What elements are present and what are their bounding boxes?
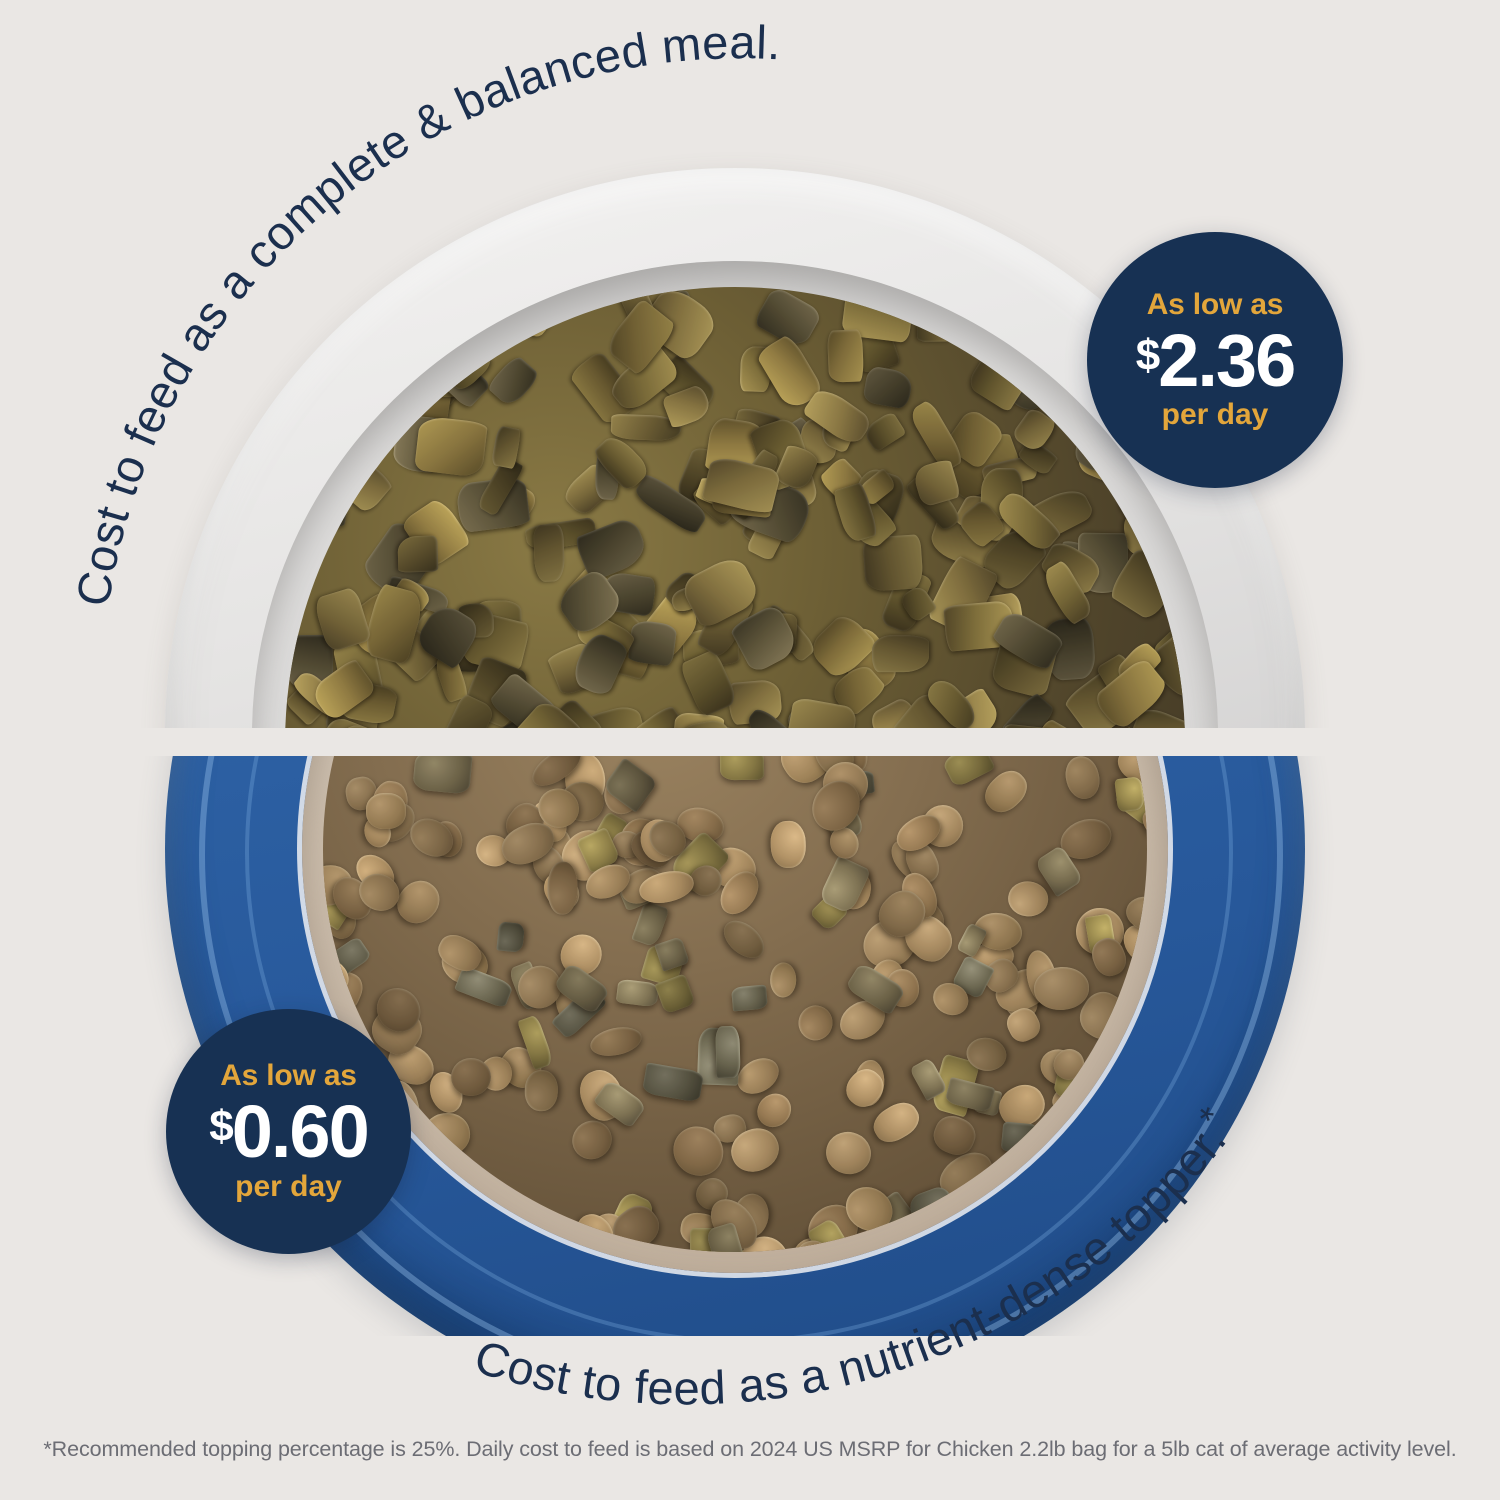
topper-piece: [1000, 1121, 1038, 1154]
kibble-piece: [821, 1127, 875, 1180]
kibble-piece: [420, 1109, 473, 1159]
blue-bowl-interior: [301, 756, 1169, 1273]
topper-piece: [1114, 775, 1145, 813]
topper-piece: [496, 921, 525, 953]
kibble-piece: [770, 962, 798, 999]
topper-piece: [642, 1061, 705, 1103]
food-chunk: [414, 414, 488, 478]
topper-piece: [941, 756, 996, 789]
food-chunk: [284, 335, 313, 375]
food-chunk: [871, 635, 930, 673]
kibble-piece: [1033, 965, 1091, 1011]
kibble-piece: [450, 1058, 491, 1097]
kibble-piece: [750, 1086, 799, 1135]
kibble-piece: [365, 792, 407, 829]
kibble-piece: [1006, 880, 1051, 919]
food-chunk: [861, 365, 915, 411]
badge-amount-top: 2.36: [1158, 318, 1296, 402]
badge-price-bottom: $ 0.60: [209, 1090, 370, 1174]
footnote-disclaimer: *Recommended topping percentage is 25%. …: [43, 1437, 1457, 1461]
kibble-piece: [523, 1069, 559, 1112]
badge-unit-bottom: per day: [235, 1169, 342, 1203]
badge-unit-top: per day: [1161, 398, 1269, 432]
topper-piece: [615, 978, 659, 1008]
food-chunk: [533, 523, 566, 582]
kibble-with-topper-mound: [323, 756, 1147, 1252]
kibble-piece: [389, 872, 448, 931]
price-badge-complete-meal: As low as $ 2.36 per day: [1087, 232, 1343, 488]
badge-currency-bottom: $: [209, 1102, 234, 1152]
kibble-piece: [588, 1022, 645, 1061]
kibble-piece: [867, 1096, 925, 1149]
kibble-piece: [795, 1003, 835, 1043]
food-chunk: [296, 394, 341, 473]
kibble-piece: [533, 1234, 579, 1252]
food-chunk: [861, 410, 907, 452]
topper-piece: [412, 756, 474, 795]
badge-amount-bottom: 0.60: [231, 1090, 370, 1174]
food-chunk: [826, 329, 865, 383]
kibble-piece: [770, 820, 807, 869]
badge-kicker-top: As low as: [1146, 287, 1284, 321]
food-chunk: [486, 353, 542, 410]
food-chunk: [290, 467, 354, 531]
food-chunk: [915, 305, 960, 343]
food-chunk: [397, 535, 439, 573]
badge-currency-top: $: [1135, 330, 1161, 380]
topper-piece: [719, 756, 765, 781]
price-badge-topper: As low as $ 0.60 per day: [166, 1009, 411, 1254]
kibble-piece: [546, 861, 578, 915]
badge-kicker-bottom: As low as: [220, 1059, 357, 1093]
kibble-piece: [716, 913, 771, 966]
kibble-piece: [1061, 756, 1104, 802]
topper-piece: [731, 984, 768, 1012]
topper-piece: [1131, 1019, 1147, 1075]
freeze-dried-raw-food-mound: [284, 286, 1186, 728]
badge-price-top: $ 2.36: [1135, 318, 1297, 402]
bottom-headline-regular: Cost to feed as a: [469, 1330, 845, 1415]
kibble-piece: [565, 1113, 620, 1167]
top-bowl-panel: [0, 0, 1500, 728]
food-chunk: [627, 619, 678, 668]
topper-piece: [714, 1025, 741, 1078]
